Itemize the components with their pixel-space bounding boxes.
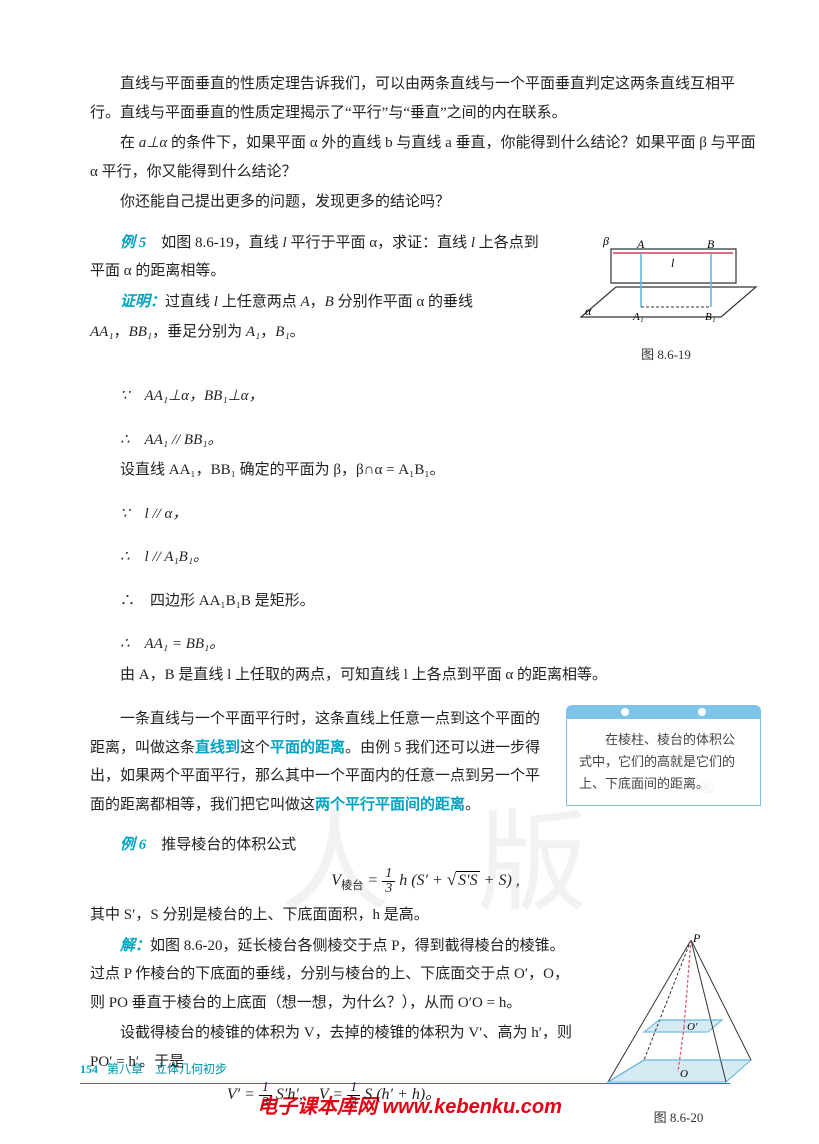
- t: ，: [260, 324, 275, 340]
- ex5-stem: 例 5 如图 8.6-19，直线 l 平行于平面 α，求证：直线 l 上各点到平…: [90, 229, 553, 286]
- svg-text:α: α: [585, 304, 592, 318]
- proof-conclusion: 由 A，B 是直线 l 上任取的两点，可知直线 l 上各点到平面 α 的距离相等…: [90, 661, 761, 690]
- fig-caption: 图 8.6-19: [571, 343, 761, 368]
- fig-caption: 图 8.6-20: [596, 1106, 761, 1131]
- proof-step: ∵ AA₁⊥α，BB₁⊥α，: [120, 382, 761, 411]
- t: + S): [480, 872, 512, 889]
- proof-step: ∴ 四边形 AA₁B₁B 是矩形。: [120, 587, 761, 616]
- sol-label: 解：: [120, 938, 150, 954]
- t: 。: [465, 797, 480, 813]
- ex6-stem: 例 6 推导棱台的体积公式: [90, 831, 761, 860]
- svg-text:B₁: B₁: [705, 311, 716, 323]
- t: A₁: [246, 324, 260, 340]
- proof-step: ∴ AA₁ = BB₁。: [120, 630, 761, 659]
- t: B₁: [275, 324, 289, 340]
- t: 平行于平面 α，求证：直线: [287, 235, 471, 251]
- svg-text:β: β: [602, 234, 609, 248]
- t: 上任意两点: [218, 294, 301, 310]
- t: 分别作平面 α 的垂线: [334, 294, 473, 310]
- svg-text:A₁: A₁: [632, 311, 644, 323]
- ex5-proof-line: AA₁，BB₁，垂足分别为 A₁，B₁。: [90, 318, 553, 347]
- ex6-formula1: V棱台 = 13 h (S′ + √S′S + S) ,: [90, 864, 761, 897]
- note-tab: [566, 705, 761, 719]
- t: ，: [114, 324, 129, 340]
- ex6-solution-2: 设截得棱台的棱锥的体积为 V，去掉的棱锥的体积为 V′、高为 h′，则 PO′ …: [90, 1019, 578, 1076]
- t: 在: [120, 135, 139, 151]
- note-body: 在棱柱、棱台的体积公式中，它们的高就是它们的上、下底面间的距离。: [566, 719, 761, 806]
- intro-p3: 你还能自己提出更多的问题，发现更多的结论吗？: [90, 188, 761, 217]
- t: BB₁: [129, 324, 153, 340]
- t: V: [331, 872, 341, 889]
- ex6-solution: 解：如图 8.6-20，延长棱台各侧棱交于点 P，得到截得棱台的棱锥。过点 P …: [90, 932, 578, 1018]
- t: 棱台: [341, 880, 363, 892]
- proof-step: 设直线 AA₁，BB₁ 确定的平面为 β，β∩α = A₁B₁。: [90, 456, 761, 485]
- proof-step: ∴ l // A₁B₁。: [120, 543, 761, 572]
- t: 的条件下，如果平面 α 外的直线 b 与直线 a 垂直，你能得到什么结论？如果平…: [90, 135, 756, 180]
- t: ，垂足分别为: [152, 324, 246, 340]
- svg-text:O: O: [680, 1068, 688, 1080]
- t: AA₁: [90, 324, 114, 340]
- proof-step: ∴ AA₁ // BB₁。: [120, 426, 761, 455]
- svg-text:B: B: [707, 237, 715, 251]
- t: h (S′ +: [399, 872, 447, 889]
- intro-p2: 在 a⊥α 的条件下，如果平面 α 外的直线 b 与直线 a 垂直，你能得到什么…: [90, 129, 761, 186]
- t: ，: [310, 294, 325, 310]
- ex5-label: 例 5: [120, 235, 146, 251]
- figure-8-6-20: P O′ O 图 8.6-20: [596, 932, 761, 1131]
- t: =: [363, 872, 382, 889]
- note-box: 在棱柱、棱台的体积公式中，它们的高就是它们的上、下底面间的距离。: [566, 705, 761, 821]
- svg-text:A: A: [636, 237, 645, 251]
- intro-p1: 直线与平面垂直的性质定理告诉我们，可以由两条直线与一个平面垂直判定这两条直线互相…: [90, 70, 761, 127]
- t: 如图 8.6-19，直线: [161, 235, 282, 251]
- t: 设直线 AA₁，BB₁ 确定的平面为 β，β∩α = A₁B₁。: [120, 462, 445, 478]
- ex6-label: 例 6: [120, 837, 146, 853]
- t: 。: [290, 324, 305, 340]
- svg-text:O′: O′: [687, 1021, 698, 1033]
- kw: 直线到: [195, 740, 240, 756]
- t: 过直线: [165, 294, 214, 310]
- svg-text:l: l: [671, 256, 675, 270]
- t: 如图 8.6-20，延长棱台各侧棱交于点 P，得到截得棱台的棱锥。过点 P 作棱…: [90, 938, 569, 1011]
- note-text: 在棱柱、棱台的体积公式中，它们的高就是它们的上、下底面间的距离。: [579, 732, 735, 791]
- t: 推导棱台的体积公式: [161, 837, 296, 853]
- t: a⊥α: [139, 135, 167, 151]
- t: S′S: [456, 871, 480, 889]
- kw: 平面的距离: [270, 740, 345, 756]
- ex6-formula2: V′ = 13 S′h′, V = 13 S (h′ + h)。: [90, 1080, 578, 1110]
- definition-para: 一条直线与一个平面平行时，这条直线上任意一点到这个平面的距离，叫做这条直线到这个…: [90, 705, 548, 819]
- figure-8-6-19: β A B l A₁ B₁ α 图 8.6-19: [571, 229, 761, 368]
- proof-label: 证明：: [120, 294, 165, 310]
- ex5-proof: 证明：过直线 l 上任意两点 A，B 分别作平面 α 的垂线: [90, 288, 553, 317]
- svg-text:P: P: [692, 932, 701, 945]
- t: B: [325, 294, 334, 310]
- t: A: [300, 294, 309, 310]
- ex6-after-formula: 其中 S′，S 分别是棱台的上、下底面面积，h 是高。: [90, 901, 761, 930]
- kw: 两个平行平面间的距离: [315, 797, 465, 813]
- proof-step: ∵ l // α，: [120, 500, 761, 529]
- t: 这个: [240, 740, 270, 756]
